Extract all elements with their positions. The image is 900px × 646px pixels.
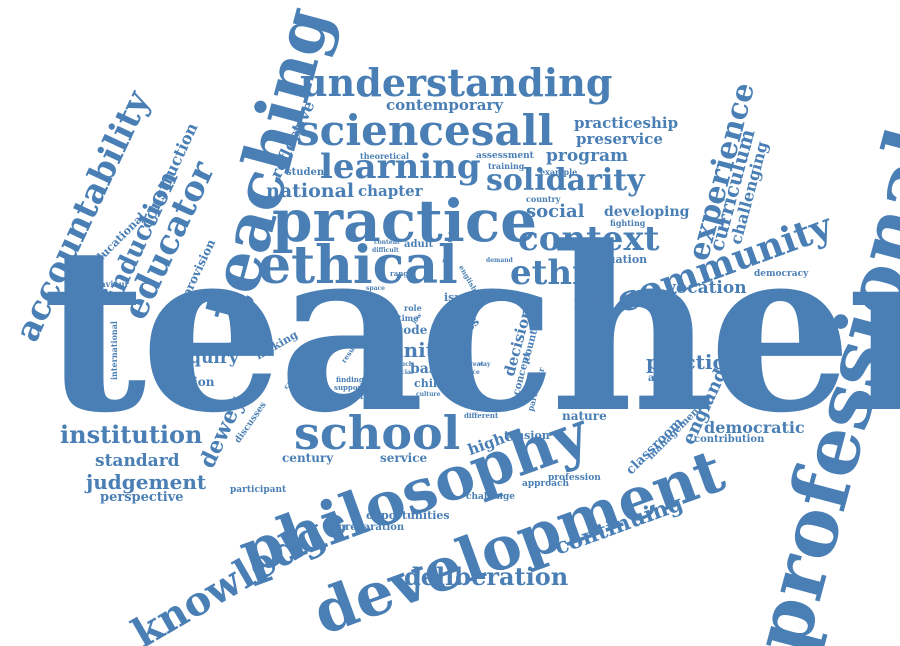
word-contemporary: contemporary <box>386 96 504 114</box>
word-situation: situation <box>592 253 648 266</box>
word-learning: learning <box>320 147 481 187</box>
word-perspective: perspective <box>100 490 184 505</box>
word-policy: policy <box>574 295 611 308</box>
word-institution: institution <box>60 420 203 449</box>
word-pupil: pupil <box>364 297 382 304</box>
word-country: country <box>526 194 561 204</box>
word-tutor: tutor <box>448 303 474 313</box>
word-preservice: preservice <box>576 130 663 148</box>
word-way: way <box>478 361 491 368</box>
word-democratic: democratic <box>704 418 805 437</box>
word-different: different <box>464 411 499 420</box>
word-contribution: contribution <box>694 434 765 445</box>
word-international: international <box>109 321 119 380</box>
word-enquiry: enquiry <box>166 348 239 368</box>
word-standard: standard <box>95 451 180 471</box>
word-ethic: ethic <box>510 253 606 293</box>
word-time: time <box>398 313 419 323</box>
word-child: child <box>414 377 445 390</box>
word-solidarity: solidarity <box>486 163 645 198</box>
word-assessment: assessment <box>476 151 534 161</box>
word-racial: racial <box>394 369 414 376</box>
word-tension: tension <box>504 429 550 442</box>
word-behaviour: behaviour <box>84 279 129 289</box>
word-code: code <box>396 323 428 337</box>
word-ethical: ethical <box>258 235 458 296</box>
word-culture: culture <box>416 391 441 398</box>
word-retreat: retreat <box>460 361 484 368</box>
word-profession: profession <box>548 473 601 483</box>
word-social: social <box>526 201 585 222</box>
word-concern: concern <box>334 391 371 401</box>
word-training: training <box>488 161 525 171</box>
word-study: study <box>354 291 373 298</box>
word-nature: nature <box>562 409 607 423</box>
word-vocation: vocation <box>666 278 747 298</box>
word-deliberation: deliberation <box>404 562 569 591</box>
word-space: space <box>366 285 385 292</box>
word-question: question <box>228 339 267 349</box>
word-based: based <box>410 361 456 377</box>
word-practice: practice <box>272 187 538 255</box>
word-teacher: teacher <box>42 198 900 463</box>
word-range: range <box>390 269 413 278</box>
word-initial: initial <box>396 338 464 362</box>
word-century: century <box>282 451 334 465</box>
word-practical: practical <box>646 350 746 374</box>
word-notion: notion <box>310 291 340 301</box>
word-program: program <box>546 146 629 166</box>
word-difficult: difficult <box>372 247 399 254</box>
word-participant: participant <box>230 485 287 495</box>
word-developing: developing <box>604 204 690 220</box>
word-theoretical: theoretical <box>360 151 410 161</box>
word-context: context <box>518 219 660 259</box>
word-preparation: preparation <box>338 522 405 533</box>
word-section: section <box>166 375 215 389</box>
word-understanding: understanding <box>300 60 613 105</box>
word-chapter: chapter <box>358 182 423 200</box>
word-role: role <box>404 303 422 313</box>
word-service: service <box>380 451 428 465</box>
word-adult: adult <box>404 239 434 250</box>
word-example: example <box>540 167 578 177</box>
word-challenge: challenge <box>466 492 515 502</box>
word-opportunities: opportunities <box>366 509 450 522</box>
word-enable: enable <box>446 379 476 389</box>
word-school: school <box>294 406 461 460</box>
word-sciencesall: sciencesall <box>296 106 554 155</box>
word-national: national <box>266 180 355 202</box>
word-demand: demand <box>486 257 513 264</box>
word-approach: approach <box>522 479 570 489</box>
word-isues: isues <box>444 291 476 304</box>
word-place: place <box>462 369 480 376</box>
word-content: content <box>374 239 400 246</box>
word-practiceship: practiceship <box>574 114 679 132</box>
word-finding: finding <box>336 375 364 384</box>
word-support: support <box>334 383 365 392</box>
word-fighting: fighting <box>610 218 646 228</box>
word-touch: touch <box>394 361 414 368</box>
word-student: student <box>286 167 329 178</box>
word-applied: applied <box>648 373 690 384</box>
word-democracy: democracy <box>754 269 809 279</box>
word-judgement: judgement <box>86 470 207 494</box>
